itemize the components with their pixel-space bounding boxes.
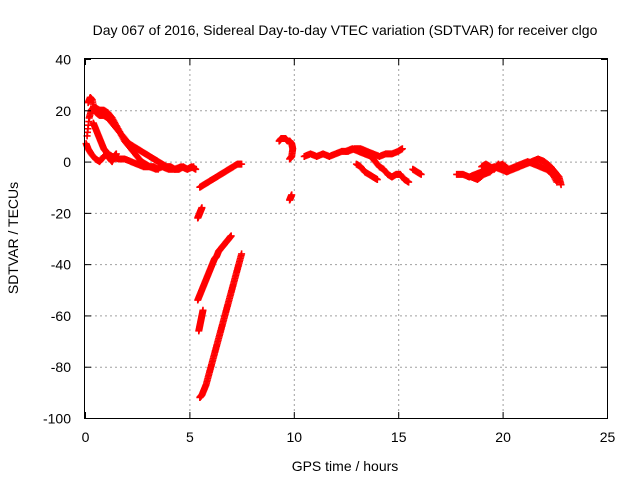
x-tick-label: 10 — [287, 429, 303, 445]
x-tick-label: 15 — [391, 429, 407, 445]
series-track-g — [194, 232, 235, 304]
y-tick-label: 40 — [55, 52, 71, 68]
y-tick-label: -40 — [51, 257, 71, 273]
data-point — [417, 170, 425, 178]
x-tick-label: 0 — [82, 429, 90, 445]
series-track-h — [195, 306, 207, 335]
y-tick-label: 0 — [63, 154, 71, 170]
data-point — [198, 204, 206, 212]
data-point — [199, 306, 207, 314]
data-point — [557, 181, 565, 189]
series-track-f — [194, 204, 206, 222]
series-track-r — [478, 160, 507, 173]
y-tick-label: -100 — [43, 411, 71, 427]
chart-title: Day 067 of 2016, Sidereal Day-to-day VTE… — [93, 22, 598, 38]
plot-frame — [84, 58, 608, 419]
data-point — [373, 176, 381, 184]
data-point — [227, 232, 235, 240]
data-point — [288, 191, 296, 199]
data-points — [82, 93, 565, 401]
series-track-m — [342, 145, 413, 186]
data-point — [405, 178, 413, 186]
series-track-k — [286, 191, 296, 204]
data-point — [238, 160, 246, 168]
x-axis-label: GPS time / hours — [292, 458, 399, 474]
y-tick-label: -20 — [51, 205, 71, 221]
data-point — [398, 145, 406, 153]
y-tick-label: 20 — [55, 103, 71, 119]
y-tick-label: -80 — [51, 359, 71, 375]
x-tick-label: 20 — [495, 429, 511, 445]
grid — [85, 59, 607, 418]
x-tick-label: 5 — [186, 429, 194, 445]
data-point — [286, 155, 294, 163]
series-track-n — [352, 160, 381, 184]
data-point — [553, 178, 561, 186]
series-track-e — [196, 160, 246, 191]
data-point — [190, 163, 198, 171]
data-point — [498, 164, 506, 172]
series-track-j — [275, 134, 297, 163]
data-point — [499, 165, 507, 173]
series-track-d — [89, 119, 120, 166]
data-point — [112, 150, 120, 158]
series-track-o — [409, 165, 425, 178]
series-track-i — [196, 250, 246, 401]
axes: 0 5 10 15 20 25 -100 -80 -60 -40 -20 0 20 40 — [43, 52, 616, 446]
x-tick-label: 25 — [600, 429, 616, 445]
y-tick-label: -60 — [51, 308, 71, 324]
data-point — [238, 250, 246, 258]
y-axis-label: SDTVAR / TECUs — [5, 182, 21, 294]
